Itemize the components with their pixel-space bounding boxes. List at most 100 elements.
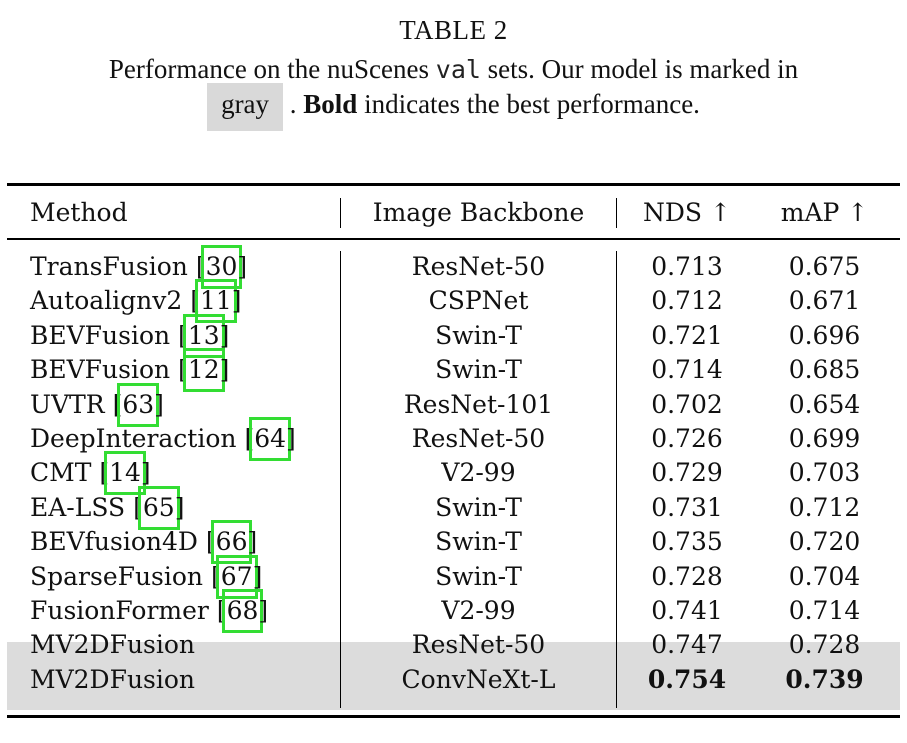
citation-link[interactable]: 68: [221, 589, 264, 633]
method-name: FusionFormer [: [30, 596, 227, 625]
cell-map: 0.703: [788, 458, 861, 488]
table-header-rule: [7, 238, 900, 240]
cell-method: EA-LSS [65]: [30, 485, 185, 530]
cell-method: MV2DFusion: [30, 628, 195, 662]
cell-backbone: CSPNet: [428, 286, 529, 316]
table-top-rule: [7, 183, 900, 186]
cell-map: 0.704: [788, 561, 861, 591]
cell-nds: 0.712: [651, 286, 723, 316]
cell-method: CMT [14]: [30, 451, 151, 496]
cell-map: 0.714: [788, 596, 861, 625]
citation-bracket: ]: [219, 320, 230, 350]
citation-bracket: ]: [219, 355, 230, 385]
method-name: UVTR [: [30, 389, 123, 419]
cell-nds: 0.735: [651, 527, 723, 557]
caption-text-tail: sets. Our model is marked in: [480, 54, 799, 84]
citation-link[interactable]: 13: [182, 313, 225, 358]
citation-link[interactable]: 12: [182, 348, 225, 393]
citation-link[interactable]: 63: [117, 382, 160, 427]
cell-map: 0.671: [788, 286, 861, 316]
method-name: DeepInteraction [: [30, 424, 255, 453]
method-name: Autoalignv2 [: [30, 286, 200, 316]
cell-nds: 0.741: [651, 596, 723, 625]
column-separator: [340, 251, 341, 708]
citation-link[interactable]: 65: [137, 485, 180, 530]
cell-map: 0.720: [788, 527, 861, 557]
header-image-backbone: Image Backbone: [372, 198, 585, 227]
cell-backbone: ConvNeXt-L: [401, 664, 556, 694]
method-name: BEVfusion4D [: [30, 527, 216, 557]
cell-map: 0.696: [788, 320, 861, 350]
cell-nds: 0.702: [651, 389, 723, 419]
citation-bracket: ]: [237, 252, 248, 281]
header-method: Method: [30, 198, 128, 227]
cell-method: DeepInteraction [64]: [30, 417, 296, 461]
cell-nds: 0.754: [647, 664, 727, 694]
cell-map: 0.675: [788, 252, 861, 281]
header-map: mAP ↑: [780, 198, 869, 227]
citation-bracket: ]: [154, 389, 164, 419]
citation-bracket: ]: [174, 492, 185, 522]
cell-method: UVTR [63]: [30, 382, 164, 427]
cell-backbone: Swin-T: [435, 492, 522, 522]
caption-sep: .: [283, 89, 304, 119]
citation-bracket: ]: [231, 286, 242, 316]
cell-backbone: Swin-T: [435, 527, 522, 557]
cell-map: 0.739: [785, 664, 864, 694]
caption-gray-chip: gray: [207, 83, 284, 131]
cell-map: 0.699: [788, 424, 861, 453]
cell-method: Autoalignv2 [11]: [30, 279, 242, 324]
caption-code-val: val: [435, 55, 481, 84]
cell-method: BEVFusion [13]: [30, 313, 230, 358]
caption-text-end: indicates the best performance.: [357, 89, 700, 119]
citation-bracket: ]: [140, 458, 151, 488]
cell-backbone: Swin-T: [435, 561, 522, 591]
citation-link[interactable]: 66: [210, 520, 253, 565]
cell-method: FusionFormer [68]: [30, 589, 268, 633]
column-separator: [616, 198, 617, 228]
method-name: EA-LSS [: [30, 492, 143, 522]
method-name: MV2DFusion: [30, 664, 196, 694]
cell-nds: 0.728: [651, 561, 723, 591]
citation-link[interactable]: 64: [249, 417, 292, 461]
column-separator: [616, 251, 617, 708]
method-name: TransFusion [: [30, 252, 206, 281]
cell-nds: 0.726: [651, 424, 723, 453]
table-caption-line-1: Performance on the nuScenes val sets. Ou…: [0, 52, 907, 87]
cell-backbone: ResNet-101: [403, 389, 554, 419]
cell-method: TransFusion [30]: [30, 245, 248, 289]
cell-nds: 0.731: [651, 492, 723, 522]
our-model-shading: [7, 642, 900, 710]
method-name: BEVFusion [: [30, 355, 188, 385]
cell-backbone: V2-99: [441, 596, 516, 625]
caption-text: Performance on the nuScenes: [108, 54, 436, 84]
cell-nds: 0.721: [651, 320, 723, 350]
method-name: CMT [: [30, 458, 110, 488]
method-name: MV2DFusion: [30, 630, 196, 660]
cell-nds: 0.747: [651, 630, 723, 660]
cell-backbone: ResNet-50: [411, 630, 546, 660]
citation-link[interactable]: 14: [104, 451, 146, 496]
citation-link[interactable]: 67: [215, 554, 258, 599]
cell-method: BEVFusion [12]: [30, 348, 230, 393]
column-separator: [340, 198, 341, 228]
header-nds: NDS ↑: [643, 198, 731, 227]
citation-link[interactable]: 11: [195, 279, 237, 324]
table-bottom-rule: [7, 715, 900, 718]
cell-map: 0.728: [788, 630, 861, 660]
cell-backbone: ResNet-50: [411, 252, 546, 281]
method-name: BEVFusion [: [30, 320, 188, 350]
table-title: TABLE 2: [399, 15, 508, 45]
citation-link[interactable]: 30: [200, 245, 243, 289]
citation-bracket: ]: [247, 527, 258, 557]
citation-bracket: ]: [252, 561, 263, 591]
citation-bracket: ]: [286, 424, 296, 453]
cell-method: MV2DFusion: [30, 663, 195, 697]
table-caption-line-2: gray . Bold indicates the best performan…: [0, 83, 907, 131]
cell-backbone: ResNet-50: [411, 424, 546, 453]
cell-method: BEVfusion4D [66]: [30, 520, 258, 565]
cell-nds: 0.713: [651, 252, 723, 281]
cell-backbone: V2-99: [441, 458, 516, 488]
cell-backbone: Swin-T: [435, 320, 522, 350]
cell-map: 0.685: [788, 355, 861, 385]
